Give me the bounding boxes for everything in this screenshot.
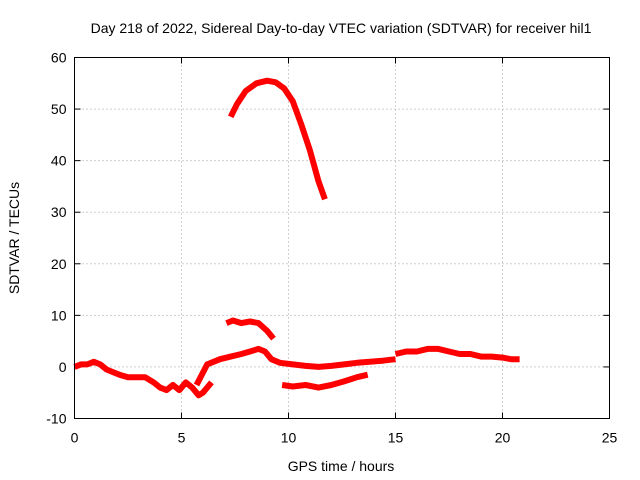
y-tick-label: -10 [46,411,66,427]
x-tick-label: 5 [178,430,186,446]
x-tick-label: 0 [71,430,79,446]
x-tick-label: 25 [602,430,618,446]
series-track-high-arc [228,77,328,201]
y-tick-label: 20 [51,256,67,272]
y-tick-label: 10 [51,307,67,323]
series-track-mid-bump [225,317,276,341]
y-tick-label: 0 [59,359,67,375]
y-tick-label: 60 [51,50,67,66]
y-axis-label: SDTVAR / TECUs [6,182,22,294]
y-tick-label: 50 [51,101,67,117]
tick-labels: 0 5 10 15 20 25 -10 0 10 20 30 40 50 60 [46,50,617,446]
x-axis-label: GPS time / hours [288,458,395,474]
plot-frame [74,57,610,419]
y-tick-label: 40 [51,153,67,169]
series-track-evening-dip [281,371,369,391]
series-group [73,77,520,399]
series-track-afternoon [394,345,520,363]
x-tick-label: 15 [388,430,404,446]
series-track-midday [193,345,396,387]
series-track-morning [73,358,214,399]
y-tick-label: 30 [51,204,67,220]
x-tick-label: 10 [281,430,297,446]
chart-title: Day 218 of 2022, Sidereal Day-to-day VTE… [91,20,592,36]
x-tick-label: 20 [495,430,511,446]
